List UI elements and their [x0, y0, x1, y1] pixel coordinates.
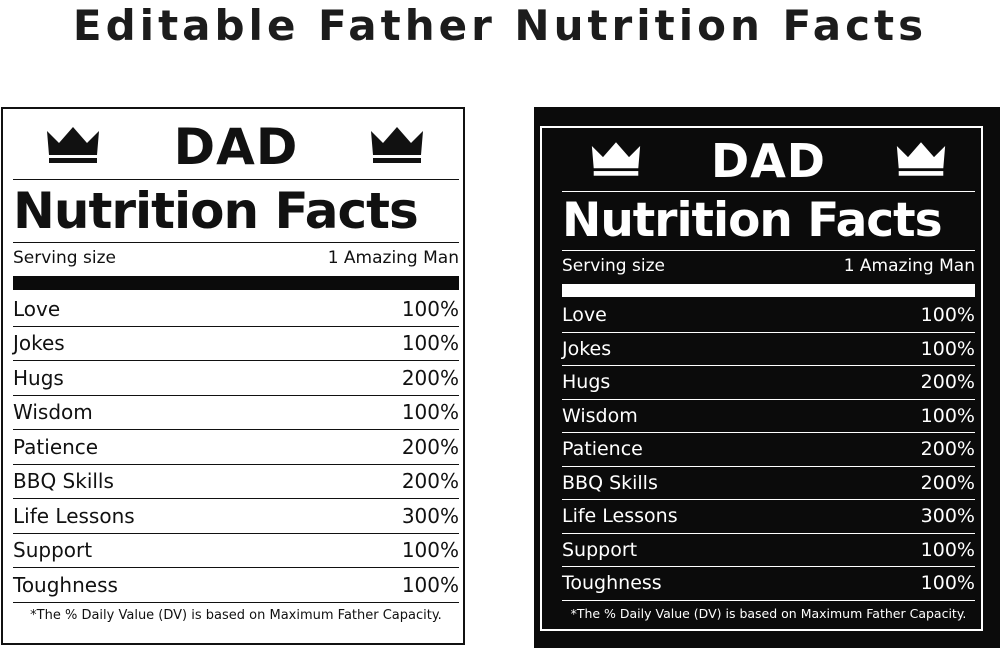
crown-icon — [590, 139, 642, 179]
label-content: DAD Nutrition Facts Serving size 1 Amazi… — [562, 133, 975, 627]
nutrient-row: Toughness 100% — [13, 568, 459, 603]
nutrient-value: 200% — [920, 471, 975, 494]
nutrient-value: 100% — [920, 404, 975, 427]
footnote: *The % Daily Value (DV) is based on Maxi… — [30, 607, 442, 623]
serving-label: Serving size — [13, 248, 116, 268]
nutrient-value: 300% — [920, 505, 975, 528]
nutrient-name: Life Lessons — [13, 503, 135, 528]
nutrient-value: 200% — [401, 365, 459, 390]
nutrient-name: Wisdom — [562, 404, 638, 427]
nutrient-value: 100% — [920, 304, 975, 327]
nutrient-value: 100% — [401, 400, 459, 425]
label-header: DAD — [562, 133, 975, 189]
nutrient-name: BBQ Skills — [13, 469, 114, 494]
nutrient-value: 100% — [401, 331, 459, 356]
label-header: DAD — [13, 117, 459, 177]
nutrient-row: BBQ Skills 200% — [13, 465, 459, 499]
nutrient-value: 100% — [401, 572, 459, 597]
label-subheading: Nutrition Facts — [562, 193, 943, 248]
serving-size-row: Serving size 1 Amazing Man — [13, 242, 459, 273]
nutrient-row: Support 100% — [13, 534, 459, 568]
nutrient-row: Hugs 200% — [13, 361, 459, 396]
thick-divider — [13, 276, 459, 290]
divider — [562, 191, 975, 192]
footnote: *The % Daily Value (DV) is based on Maxi… — [570, 605, 967, 621]
nutrient-value: 200% — [401, 434, 459, 459]
nutrient-row: Hugs 200% — [562, 366, 975, 400]
nutrient-row: Wisdom 100% — [562, 400, 975, 433]
nutrient-value: 100% — [401, 538, 459, 563]
nutrition-label-dark: DAD Nutrition Facts Serving size 1 Amazi… — [534, 107, 1000, 648]
nutrient-name: Hugs — [562, 371, 611, 394]
serving-value: 1 Amazing Man — [843, 256, 975, 276]
nutrient-row: Support 100% — [562, 534, 975, 567]
nutrient-row: Wisdom 100% — [13, 396, 459, 430]
nutrient-name: Love — [13, 296, 61, 321]
nutrient-row: Love 100% — [13, 292, 459, 327]
label-heading: DAD — [711, 134, 826, 188]
nutrient-name: BBQ Skills — [562, 471, 658, 494]
nutrient-name: Patience — [13, 434, 99, 459]
nutrient-row: Love 100% — [562, 299, 975, 333]
nutrition-label-light: DAD Nutrition Facts Serving size 1 Amazi… — [1, 107, 465, 645]
nutrient-row: Patience 200% — [562, 433, 975, 467]
nutrient-row: Life Lessons 300% — [562, 500, 975, 534]
label-frame — [540, 126, 983, 631]
nutrient-value: 100% — [920, 538, 975, 561]
nutrient-list: Love 100% Jokes 100% Hugs 200% Wisdom 100% P… — [13, 292, 459, 603]
nutrient-row: Patience 200% — [13, 430, 459, 465]
nutrient-name: Jokes — [562, 337, 612, 360]
label-content: DAD Nutrition Facts Serving size 1 Amazi… — [13, 117, 459, 629]
crown-icon — [45, 125, 101, 165]
nutrient-value: 200% — [401, 469, 459, 494]
nutrient-value: 100% — [401, 296, 459, 321]
nutrient-value: 100% — [920, 572, 975, 595]
nutrient-name: Jokes — [13, 331, 65, 356]
nutrient-row: BBQ Skills 200% — [562, 467, 975, 500]
nutrient-name: Love — [562, 304, 607, 327]
serving-value: 1 Amazing Man — [327, 248, 459, 268]
nutrient-name: Patience — [562, 438, 643, 461]
nutrient-value: 200% — [920, 438, 975, 461]
nutrient-value: 200% — [920, 371, 975, 394]
serving-label: Serving size — [562, 256, 665, 276]
nutrient-row: Toughness 100% — [562, 567, 975, 601]
nutrient-value: 300% — [401, 503, 459, 528]
nutrient-name: Toughness — [562, 572, 662, 595]
label-heading: DAD — [173, 118, 299, 176]
nutrient-name: Hugs — [13, 365, 64, 390]
nutrient-name: Life Lessons — [562, 505, 678, 528]
nutrient-list: Love 100% Jokes 100% Hugs 200% Wisdom 100% P… — [562, 299, 975, 601]
nutrient-name: Toughness — [13, 572, 118, 597]
nutrient-row: Jokes 100% — [562, 333, 975, 366]
crown-icon — [369, 125, 425, 165]
nutrient-name: Support — [13, 538, 93, 563]
thick-divider — [562, 284, 975, 297]
serving-size-row: Serving size 1 Amazing Man — [562, 250, 975, 281]
nutrient-row: Jokes 100% — [13, 327, 459, 361]
nutrient-row: Life Lessons 300% — [13, 499, 459, 534]
nutrient-name: Support — [562, 538, 638, 561]
crown-icon — [895, 139, 947, 179]
label-subheading: Nutrition Facts — [13, 182, 419, 240]
nutrient-value: 100% — [920, 337, 975, 360]
page-title: Editable Father Nutrition Facts — [72, 1, 928, 50]
divider — [13, 179, 459, 180]
nutrient-name: Wisdom — [13, 400, 93, 425]
